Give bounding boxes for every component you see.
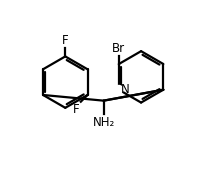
- Text: F: F: [62, 34, 69, 47]
- Text: Br: Br: [112, 42, 125, 55]
- Circle shape: [115, 86, 123, 94]
- Text: F: F: [73, 103, 80, 116]
- Text: N: N: [121, 83, 130, 96]
- Text: NH₂: NH₂: [92, 116, 115, 129]
